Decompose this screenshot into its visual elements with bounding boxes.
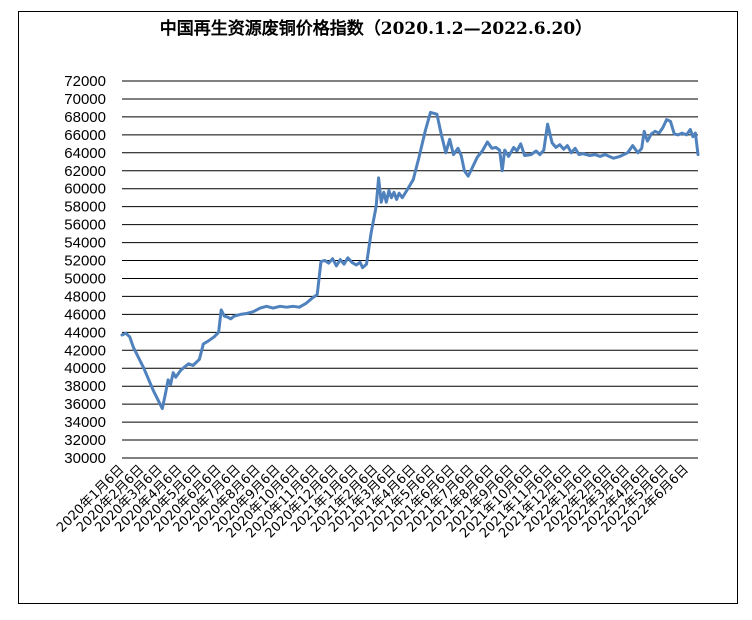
y-tick-label: 32000: [64, 432, 106, 449]
x-axis-ticks: 2020年1月6日2020年2月6日2020年3月6日2020年4月6日2020…: [54, 462, 692, 541]
y-tick-label: 52000: [64, 253, 106, 270]
y-tick-label: 48000: [64, 288, 106, 305]
y-tick-label: 66000: [64, 127, 106, 144]
series-line: [120, 110, 700, 411]
y-tick-label: 42000: [64, 342, 106, 359]
y-tick-label: 56000: [64, 217, 106, 234]
y-tick-label: 30000: [64, 450, 106, 467]
series-layer: [120, 110, 700, 411]
y-tick-label: 58000: [64, 199, 106, 216]
y-tick-label: 60000: [64, 181, 106, 198]
y-tick-label: 70000: [64, 91, 106, 108]
chart-title: 中国再生资源废铜价格指数（2020.1.2—2022.6.20）: [159, 19, 593, 39]
y-tick-label: 36000: [64, 396, 106, 413]
y-tick-label: 40000: [64, 360, 106, 377]
y-tick-label: 72000: [64, 73, 106, 90]
y-tick-label: 50000: [64, 270, 106, 287]
y-tick-label: 54000: [64, 235, 106, 252]
chart-frame: [18, 11, 738, 604]
y-tick-label: 34000: [64, 414, 106, 431]
y-axis-ticks: 3000032000340003600038000400004200044000…: [64, 73, 106, 467]
y-tick-label: 38000: [64, 378, 106, 395]
y-tick-label: 64000: [64, 145, 106, 162]
y-tick-label: 44000: [64, 324, 106, 341]
y-tick-label: 68000: [64, 109, 106, 126]
y-tick-label: 46000: [64, 306, 106, 323]
y-tick-label: 62000: [64, 163, 106, 180]
gridlines: [122, 80, 698, 459]
